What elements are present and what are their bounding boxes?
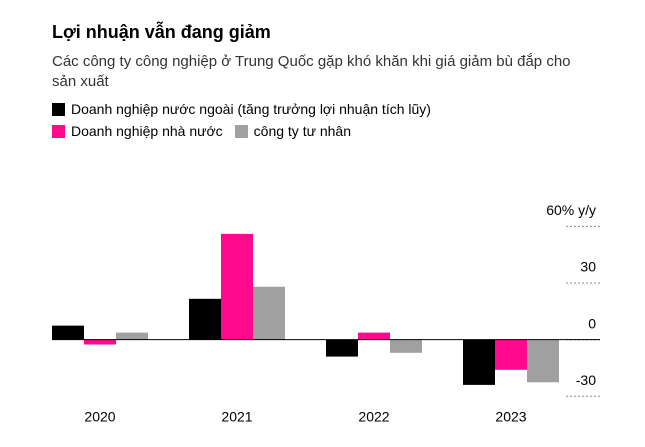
x-tick-label: 2020 xyxy=(84,409,115,425)
legend-label: Doanh nghiệp nhà nước xyxy=(71,123,223,139)
bar xyxy=(221,233,253,340)
x-tick-label: 2022 xyxy=(358,409,389,425)
bar xyxy=(253,286,285,340)
y-tick-label: 0 xyxy=(588,315,596,331)
legend-item: Doanh nghiệp nhà nước xyxy=(52,120,223,142)
y-tick-label: -30 xyxy=(576,372,596,388)
y-tick-label: 30 xyxy=(580,259,596,275)
x-tick-label: 2023 xyxy=(495,409,526,425)
bar xyxy=(527,339,559,383)
legend-swatch xyxy=(52,102,65,116)
bar xyxy=(358,332,390,340)
legend-label: công ty tư nhân xyxy=(253,123,351,139)
bar xyxy=(116,332,148,340)
legend-item: công ty tư nhân xyxy=(234,120,351,142)
legend-swatch xyxy=(234,124,248,138)
legend: Doanh nghiệp nước ngoài (tăng trưởng lợi… xyxy=(52,98,612,142)
chart-subtitle: Các công ty công nghiệp ở Trung Quốc gặp… xyxy=(52,53,571,90)
chart-title: Lợi nhuận vẫn đang giảm xyxy=(52,22,271,42)
bar xyxy=(326,339,358,357)
bar xyxy=(84,339,116,345)
bar xyxy=(463,339,495,385)
bar xyxy=(189,298,221,340)
y-tick-label: 60% y/y xyxy=(546,202,596,218)
legend-label: Doanh nghiệp nước ngoài (tăng trưởng lợi… xyxy=(71,101,431,117)
bar xyxy=(390,339,422,353)
bar xyxy=(495,339,527,370)
x-tick-label: 2021 xyxy=(221,409,252,425)
legend-swatch xyxy=(52,124,65,138)
bar xyxy=(52,325,84,340)
legend-item: Doanh nghiệp nước ngoài (tăng trưởng lợi… xyxy=(52,98,431,120)
